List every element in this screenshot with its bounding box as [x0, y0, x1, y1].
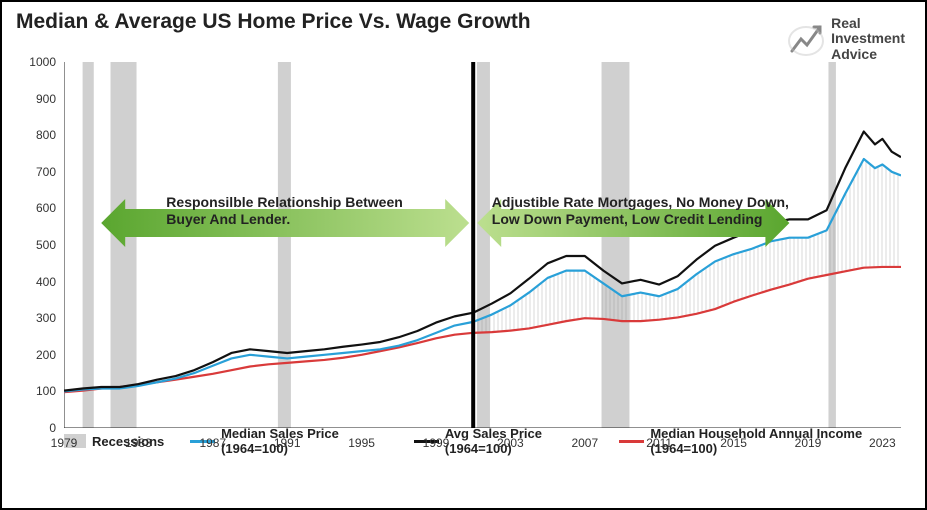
y-tick-label: 1000 — [16, 55, 56, 69]
y-tick-label: 900 — [16, 92, 56, 106]
annotation-left: Responsilble Relationship Between Buyer … — [166, 194, 403, 228]
x-tick-label: 2023 — [869, 436, 896, 450]
y-tick-label: 700 — [16, 165, 56, 179]
x-tick-label: 1991 — [274, 436, 301, 450]
y-tick-label: 500 — [16, 238, 56, 252]
y-tick-label: 300 — [16, 311, 56, 325]
chart-title: Median & Average US Home Price Vs. Wage … — [16, 10, 911, 34]
y-tick-label: 200 — [16, 348, 56, 362]
legend: Recessions Median Sales Price (1964=100)… — [64, 426, 901, 456]
x-tick-label: 1983 — [125, 436, 152, 450]
x-tick-label: 2011 — [646, 436, 672, 450]
chart-svg — [64, 62, 901, 428]
annotation-right: Adjustible Rate Mortgages, No Money Down… — [492, 194, 789, 228]
annotation-line: Adjustible Rate Mortgages, No Money Down… — [492, 194, 789, 211]
chart-frame: Median & Average US Home Price Vs. Wage … — [0, 0, 927, 510]
x-tick-label: 1999 — [423, 436, 450, 450]
x-tick-label: 1979 — [51, 436, 78, 450]
y-tick-label: 800 — [16, 128, 56, 142]
x-tick-label: 1987 — [199, 436, 226, 450]
y-tick-label: 600 — [16, 201, 56, 215]
legend-label: Median Household Annual Income (1964=100… — [650, 426, 901, 456]
y-tick-label: 100 — [16, 384, 56, 398]
chart-area: Responsilble Relationship Between Buyer … — [16, 52, 911, 462]
x-tick-label: 1995 — [348, 436, 375, 450]
y-tick-label: 0 — [16, 421, 56, 435]
x-tick-label: 2003 — [497, 436, 524, 450]
plot-region: Responsilble Relationship Between Buyer … — [64, 62, 901, 428]
logo-line: Investment — [831, 31, 905, 46]
logo-line: Real — [831, 16, 905, 31]
swatch-income — [619, 440, 644, 443]
x-tick-label: 2015 — [720, 436, 747, 450]
y-tick-label: 400 — [16, 275, 56, 289]
annotation-line: Low Down Payment, Low Credit Lending — [492, 211, 789, 228]
annotation-line: Buyer And Lender. — [166, 211, 403, 228]
x-tick-label: 2019 — [795, 436, 822, 450]
x-tick-label: 2007 — [571, 436, 598, 450]
annotation-line: Responsilble Relationship Between — [166, 194, 403, 211]
